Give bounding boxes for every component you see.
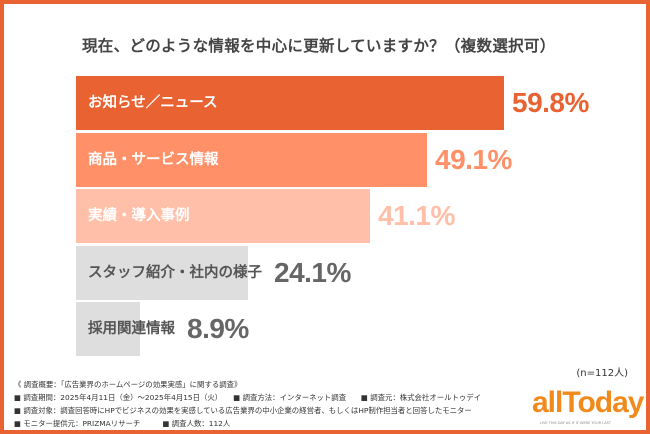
bar-label: 採用関連情報 [88, 321, 175, 337]
value-label: 41.1% [378, 200, 455, 231]
bar-label: スタッフ紹介・社内の様子 [88, 265, 262, 281]
bar [76, 189, 370, 243]
chart-title: 現在、どのような情報を中心に更新していますか？（複数選択可） [82, 37, 556, 55]
value-label: 59.8% [512, 87, 589, 118]
value-label: 8.9% [187, 313, 249, 344]
logo-tagline: LIVE THIS DAY AS IF IT WERE YOUR LAST [540, 421, 612, 425]
footer-line: 《 調査概要：「広告業界のホームページの効果実感」に関する調査》 [14, 380, 242, 389]
bar [76, 76, 504, 130]
bar-label: 実績・導入事例 [88, 208, 190, 224]
footer-line: ■ 調査対象：調査回答時にHPでビジネスの効果を実感している広告業界の中小企業の… [14, 406, 472, 415]
bar [76, 133, 428, 187]
value-label: 24.1% [274, 257, 351, 288]
footer-line: ■ 調査期間：2025年4月11日（金）～2025年4月15日（火） ■ 調査方… [14, 393, 482, 402]
value-label: 49.1% [435, 144, 512, 175]
bar-label: 商品・サービス情報 [88, 152, 219, 168]
bar [76, 302, 140, 356]
sample-size: (n=112人) [576, 368, 628, 379]
footer-line: ■ モニター提供元：PRIZMAリサーチ ■ 調査人数：112人 [14, 419, 231, 428]
bar [76, 246, 249, 300]
alltoday-logo: allToday [532, 386, 644, 419]
bar-label: お知らせ／ニュース [88, 95, 218, 111]
